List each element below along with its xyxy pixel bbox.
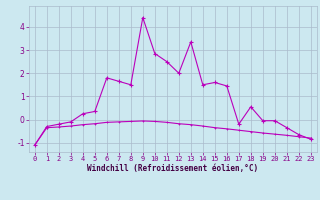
X-axis label: Windchill (Refroidissement éolien,°C): Windchill (Refroidissement éolien,°C) (87, 164, 258, 173)
